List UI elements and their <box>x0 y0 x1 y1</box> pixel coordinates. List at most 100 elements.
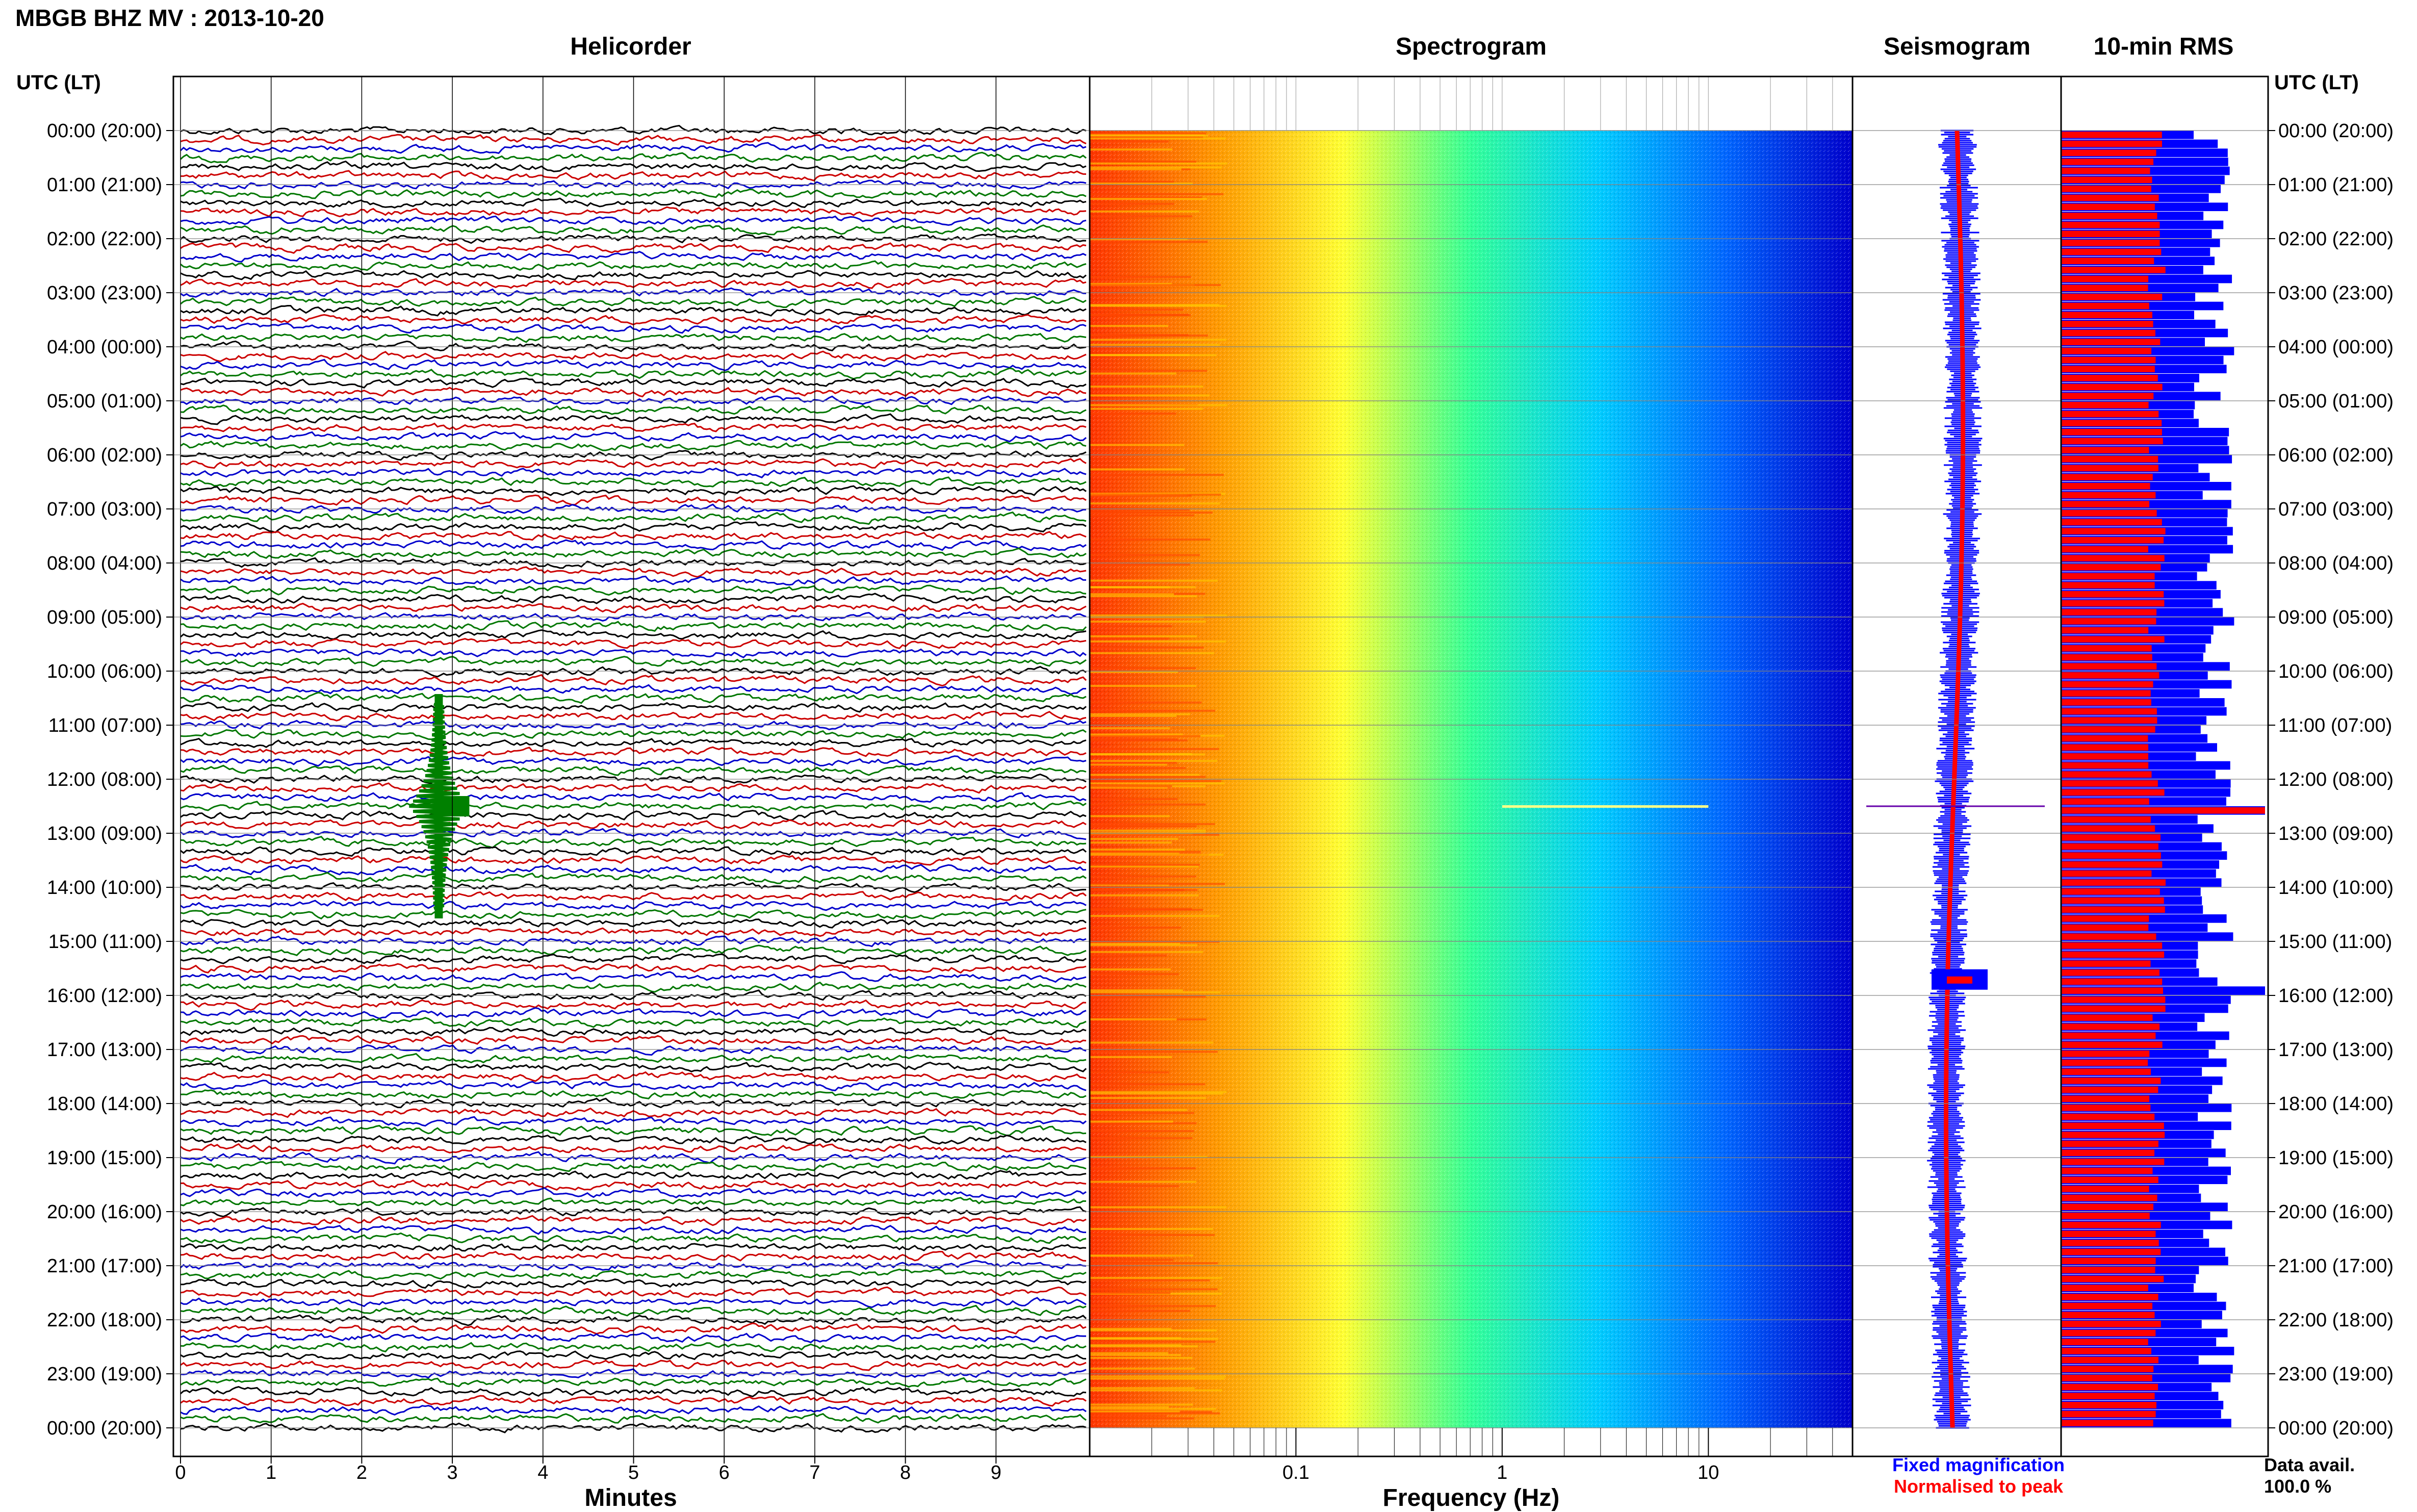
time-label-right: 12:00 (08:00) <box>2278 769 2394 790</box>
spectrogram-streak <box>1090 875 1197 878</box>
rms-bar-normalised <box>2061 1159 2165 1165</box>
rms-bar-normalised <box>2061 420 2162 426</box>
spectrogram-streak <box>1090 815 1170 817</box>
spectrogram-streak <box>1090 1137 1193 1139</box>
spectrogram-streak <box>1090 1181 1196 1183</box>
rms-bar-normalised <box>2061 618 2156 625</box>
rms-bar-normalised <box>2061 915 2149 922</box>
rms-bar-normalised <box>2061 1186 2149 1192</box>
spectrogram-streak <box>1090 851 1201 853</box>
spectrogram-streak <box>1090 563 1190 566</box>
rms-bar-normalised <box>2061 375 2158 381</box>
time-label-right: 17:00 (13:00) <box>2278 1039 2394 1061</box>
minute-tick-label: 2 <box>356 1462 367 1483</box>
rms-bar-normalised <box>2061 762 2149 769</box>
time-label-right: 09:00 (05:00) <box>2278 607 2394 628</box>
spectrogram-streak <box>1090 161 1197 163</box>
rms-bar-normalised <box>2061 1167 2153 1174</box>
rms-bar-normalised <box>2061 573 2155 580</box>
spectrogram-streak <box>1090 685 1197 687</box>
time-label-right: 10:00 (06:00) <box>2278 661 2394 682</box>
spectrogram-streak <box>1090 509 1190 511</box>
panel-frame <box>172 75 1091 1457</box>
spectrogram-streak <box>1090 727 1170 730</box>
spectrogram-streak <box>1090 1305 1216 1308</box>
spectrogram-streak <box>1090 780 1222 782</box>
rms-bar-normalised <box>2061 996 2166 1003</box>
data-availability-label: Data avail. <box>2264 1454 2355 1475</box>
rms-bar-normalised <box>2061 302 2149 310</box>
rms-bar-normalised <box>2061 213 2157 219</box>
spectrogram-event-line <box>1502 805 1709 808</box>
rms-bar-normalised <box>2061 248 2162 255</box>
rms-bar-normalised <box>2061 1194 2157 1201</box>
minute-tick-label: 4 <box>537 1462 548 1483</box>
spectrogram-streak <box>1090 1337 1181 1339</box>
minute-tick-label: 8 <box>900 1462 911 1483</box>
rms-bar-normalised <box>2061 870 2152 877</box>
spectrogram-streak <box>1090 1327 1172 1330</box>
spectrogram-streak <box>1090 554 1200 556</box>
spectrogram-streak <box>1090 1254 1194 1257</box>
spectrogram-streak <box>1090 1279 1210 1282</box>
rms-bar-normalised <box>2061 600 2165 607</box>
time-label-right: 20:00 (16:00) <box>2278 1201 2394 1223</box>
spectrogram-streak <box>1090 760 1218 762</box>
rms-bar-normalised <box>2061 708 2157 715</box>
rms-bar-normalised <box>2061 167 2150 174</box>
spectrogram-streak <box>1090 774 1200 776</box>
spectrogram-streak <box>1090 579 1218 582</box>
rms-bar-normalised <box>2061 474 2153 480</box>
time-label-right: 15:00 (11:00) <box>2278 931 2392 953</box>
rms-bar-normalised <box>2061 519 2162 526</box>
time-label-left: 14:00 (10:00) <box>47 877 162 899</box>
spectrogram-streak <box>1090 148 1173 151</box>
spectrogram-streak <box>1090 798 1178 800</box>
rms-bar-normalised <box>2061 582 2155 588</box>
frequency-tick-label: 0.1 <box>1282 1462 1309 1483</box>
spectrogram-streak <box>1090 595 1197 598</box>
spectrogram-streak <box>1090 640 1226 643</box>
rms-bar-normalised <box>2061 132 2162 138</box>
time-label-left: 17:00 (13:00) <box>47 1039 162 1061</box>
rms-bar-normalised <box>2061 176 2152 183</box>
rms-bar-normalised <box>2061 1023 2160 1030</box>
rms-bar-normalised <box>2061 1275 2164 1283</box>
spectrogram-streak <box>1090 1415 1167 1417</box>
rms-bar-normalised <box>2061 933 2156 940</box>
time-label-left: 03:00 (23:00) <box>47 283 162 304</box>
time-label-right: 18:00 (14:00) <box>2278 1093 2394 1115</box>
spectrogram-streak <box>1090 739 1188 741</box>
rms-bar-normalised <box>2061 546 2148 553</box>
spectrogram-streak <box>1090 238 1188 241</box>
spectrogram-streak <box>1090 539 1211 541</box>
time-label-left: 02:00 (22:00) <box>47 228 162 250</box>
rms-bar-normalised <box>2061 1014 2153 1021</box>
earthquake-event-coda <box>439 796 470 816</box>
rms-bar-normalised <box>2061 834 2161 841</box>
spectrogram-streak <box>1090 181 1174 183</box>
spectrogram-streak <box>1090 635 1197 637</box>
rms-bar-normalised <box>2061 1032 2156 1039</box>
rms-bar-normalised <box>2061 1050 2150 1057</box>
spectrogram-streak <box>1090 889 1185 891</box>
rms-bar-normalised <box>2061 1393 2155 1399</box>
spectrogram-streak <box>1090 715 1177 717</box>
rms-bar-normalised <box>2061 465 2158 472</box>
rms-bar-normalised <box>2061 960 2151 967</box>
rms-bar-normalised <box>2061 744 2149 751</box>
spectrogram-streak <box>1090 909 1203 911</box>
rms-bar-normalised <box>2061 1140 2158 1147</box>
spectrogram-streak <box>1090 854 1224 856</box>
spectrogram-streak <box>1090 304 1227 307</box>
rms-bar-normalised <box>2061 609 2157 616</box>
time-label-right: 14:00 (10:00) <box>2278 877 2394 899</box>
spectrogram-streak <box>1090 1344 1181 1346</box>
rms-bar-normalised <box>2061 186 2151 192</box>
spectrogram-streak <box>1090 1377 1225 1380</box>
spectrogram-streak <box>1090 625 1172 627</box>
rms-bar-normalised <box>2061 348 2152 354</box>
spectrogram-streak <box>1090 883 1225 885</box>
rms-bar-normalised <box>2061 1122 2164 1129</box>
spectrogram-streak <box>1090 1329 1217 1331</box>
